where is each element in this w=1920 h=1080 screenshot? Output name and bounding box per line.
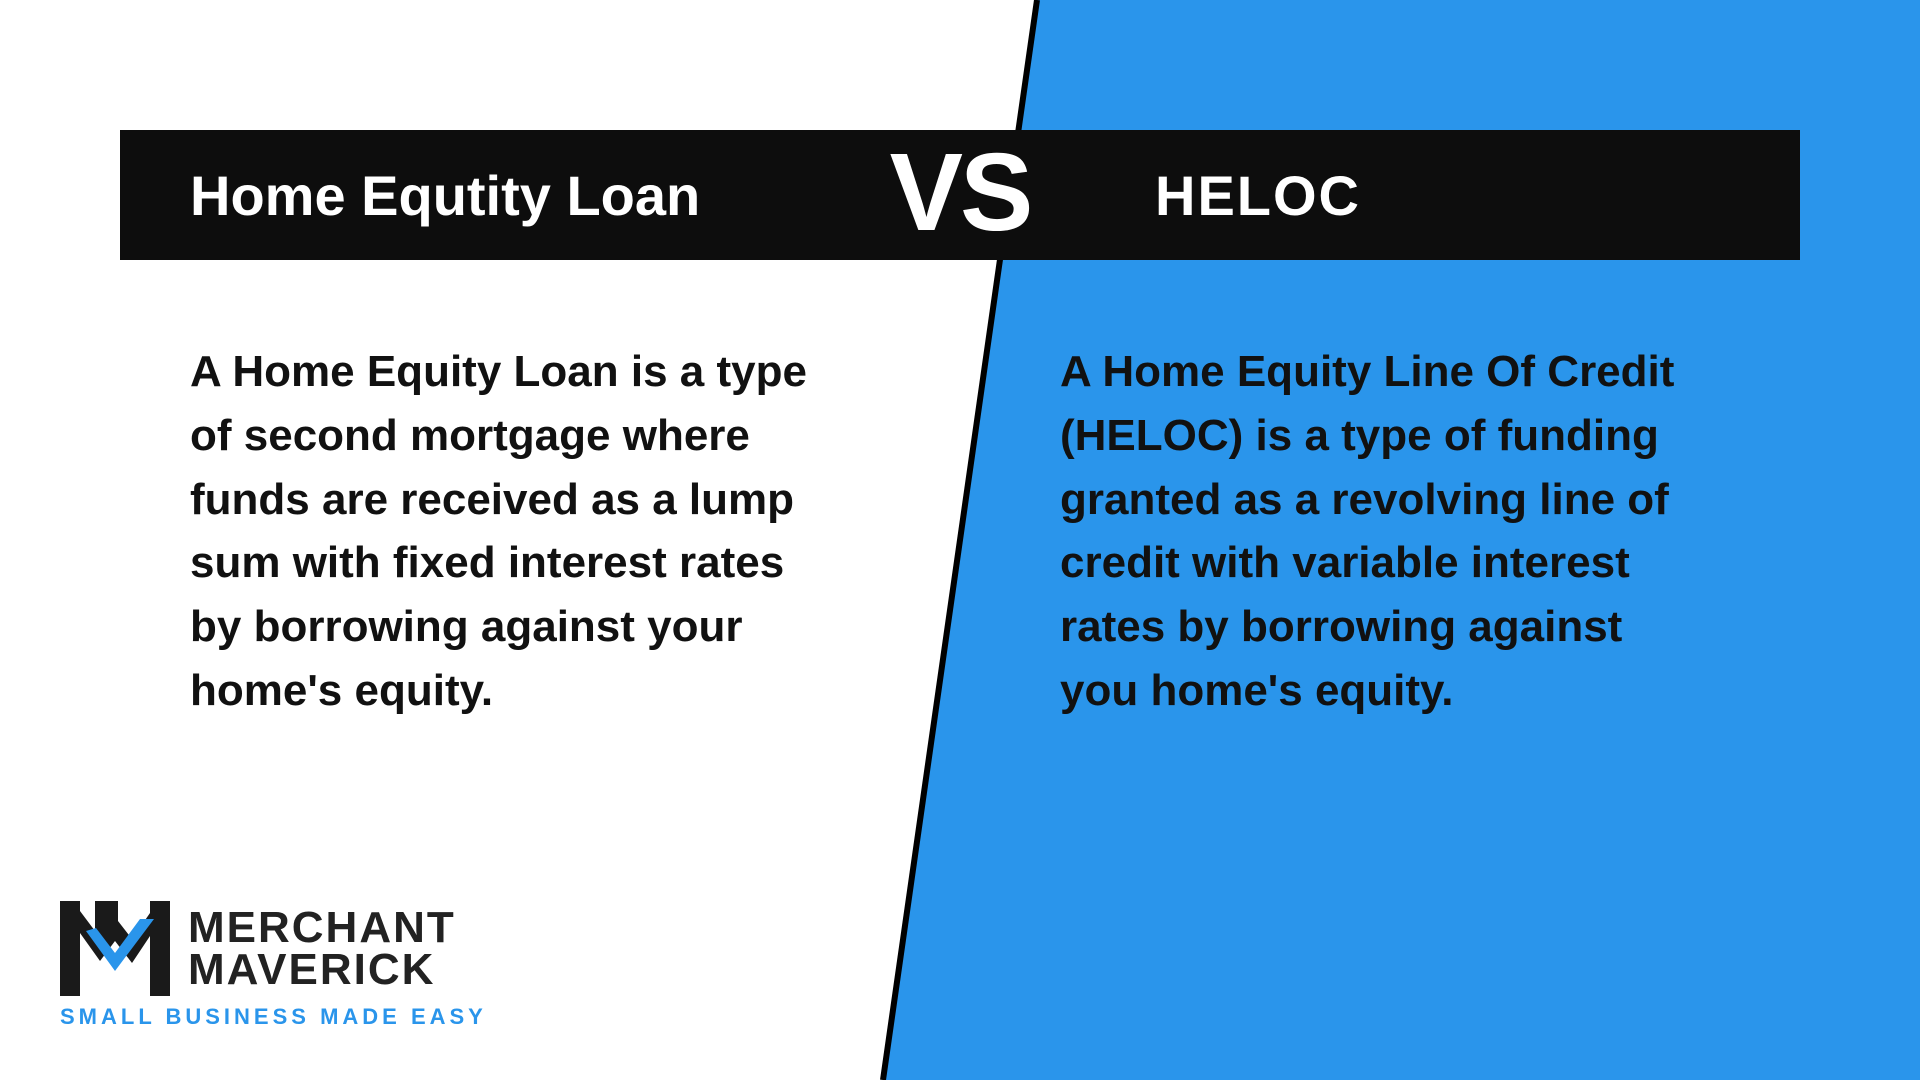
brand-logo: MERCHANT MAVERICK SMALL BUSINESS MADE EA… [60, 901, 487, 1030]
vs-label: VS [890, 129, 1031, 256]
right-description: A Home Equity Line Of Credit (HELOC) is … [1060, 340, 1700, 723]
logo-tagline: SMALL BUSINESS MADE EASY [60, 1004, 487, 1030]
header-bar: Home Equtity Loan HELOC VS [120, 130, 1800, 260]
logo-text-line1: MERCHANT [188, 907, 456, 949]
logo-text-line2: MAVERICK [188, 949, 456, 991]
header-title-left: Home Equtity Loan [120, 163, 835, 228]
infographic-canvas: Home Equtity Loan HELOC VS A Home Equity… [0, 0, 1920, 1080]
merchant-maverick-logo-icon [60, 901, 170, 996]
left-description: A Home Equity Loan is a type of second m… [190, 340, 830, 723]
